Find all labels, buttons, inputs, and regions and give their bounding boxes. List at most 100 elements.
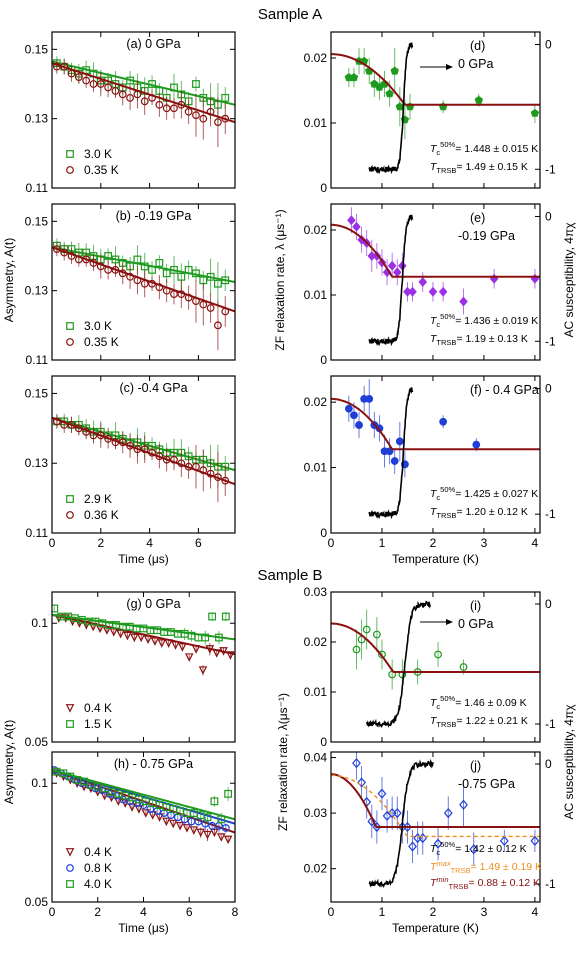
data-point	[390, 66, 399, 75]
zf-axis-label-a: ZF relaxation rate, λ (μs⁻¹)	[273, 209, 287, 350]
susceptibility-curve	[368, 387, 414, 520]
data-point	[439, 417, 448, 426]
fit-curve-dashed	[331, 774, 540, 838]
x-tick-label: 6	[195, 536, 202, 550]
y2-tick-label: 0	[545, 382, 552, 396]
plot-area	[52, 766, 235, 845]
y2-tick-label: 0	[545, 209, 552, 223]
fit-line	[52, 416, 235, 472]
data-point	[385, 89, 394, 98]
data-point	[434, 650, 442, 659]
panel-label: (d)	[470, 39, 485, 53]
plot-area	[331, 752, 540, 888]
plot-frame	[51, 751, 236, 903]
data-point	[217, 833, 226, 842]
data-point	[352, 645, 361, 654]
data-point	[203, 830, 212, 840]
data-point	[184, 653, 194, 662]
data-point	[170, 104, 178, 113]
trsb-annotation: TTRSB= 1.20 ± 0.12 K	[430, 506, 528, 520]
data-point	[104, 252, 113, 260]
fit-curve	[331, 622, 540, 673]
data-point	[365, 394, 374, 403]
x-tick-label: 3	[481, 905, 488, 919]
plot-area	[52, 56, 235, 148]
data-point	[459, 799, 468, 810]
legend-label: 3.0 K	[84, 319, 112, 333]
fit-curve	[331, 397, 540, 451]
y2-tick-label: -1	[545, 507, 556, 521]
trsb-annotation: TmaxTRSB= 1.49 ± 0.19 K	[430, 859, 542, 875]
data-point	[214, 118, 222, 127]
legend-marker	[66, 322, 74, 330]
plot-frame	[330, 31, 541, 189]
y-tick-label: 0.11	[26, 526, 49, 540]
y-tick-label: 0.01	[304, 461, 328, 475]
data-point	[157, 639, 167, 648]
data-point	[123, 631, 132, 641]
plot-area	[52, 238, 235, 351]
x-tick-label: 1	[379, 905, 386, 919]
panel-label: (c) -0.4 GPa	[119, 381, 187, 395]
legend-label: 0.35 K	[84, 163, 119, 177]
fit-line	[52, 416, 235, 486]
data-point	[387, 260, 397, 271]
data-point	[355, 421, 363, 429]
y-tick-label: 0.02	[304, 635, 328, 649]
y-tick-label: 0.03	[304, 585, 328, 599]
data-point	[153, 807, 162, 815]
y-tick-label: 0.15	[25, 386, 49, 400]
data-point	[395, 102, 404, 111]
legend-marker	[66, 864, 74, 872]
tc-annotation: Tc50%= 1.436 ± 0.019 K	[430, 312, 538, 329]
panel-i: 0 0.01 0.02 0.03 0 -1 (i) 0 GPa Tc50%= 1.46 ± 0.…	[304, 585, 556, 749]
data-point	[408, 286, 417, 297]
data-point	[208, 612, 217, 621]
plot-frame	[51, 375, 236, 534]
data-point	[168, 819, 178, 829]
fit-curve	[331, 223, 540, 278]
tc-annotation: Tc50%= 1.46 ± 0.09 K	[430, 694, 527, 711]
data-point	[433, 838, 443, 849]
data-point	[349, 73, 359, 82]
data-point	[362, 625, 371, 634]
y-tick-label: 0	[320, 181, 327, 195]
y2-tick-label: -1	[545, 334, 556, 348]
plot-frame	[51, 591, 236, 743]
x-tick-label: 4	[532, 536, 539, 550]
y2-tick-label: -1	[545, 162, 556, 176]
panel-label: (a) 0 GPa	[126, 37, 180, 51]
plot-area	[52, 604, 235, 676]
x-tick-label: 4	[140, 905, 147, 919]
trsb-annotation: TTRSB= 1.19 ± 0.13 K	[430, 333, 528, 347]
data-point	[52, 604, 59, 613]
fit-line	[52, 613, 235, 641]
fit-line	[52, 769, 235, 821]
data-point	[214, 279, 222, 288]
susceptibility-curve	[368, 758, 434, 888]
data-point	[155, 259, 164, 267]
fit-line	[52, 246, 235, 283]
x-tick-label: 0	[328, 905, 335, 919]
susceptibility-curve	[365, 600, 432, 728]
y-tick-label: 0.13	[25, 456, 49, 470]
y-tick-label: 0.13	[25, 112, 49, 126]
y2-tick-label: 0	[545, 597, 552, 611]
legend-label: 3.0 K	[84, 147, 112, 161]
data-point	[203, 813, 212, 822]
y-tick-label: 0.01	[304, 685, 328, 699]
legend-marker	[65, 848, 75, 857]
y-tick-label: 0.1	[31, 616, 48, 630]
data-point	[347, 215, 356, 226]
x-tick-label: 0	[49, 536, 56, 550]
data-point	[350, 411, 358, 420]
data-point	[182, 824, 192, 833]
y-tick-label: 0.15	[25, 42, 49, 56]
y2-tick-label: 0	[545, 37, 552, 51]
data-point	[469, 844, 479, 855]
asymmetry-axis-label-a: Asymmetry, A(t)	[2, 238, 16, 322]
x-axis-title: Time (μs)	[118, 921, 168, 935]
data-point	[162, 104, 171, 113]
x-tick-label: 3	[481, 536, 488, 550]
data-point	[140, 97, 149, 106]
